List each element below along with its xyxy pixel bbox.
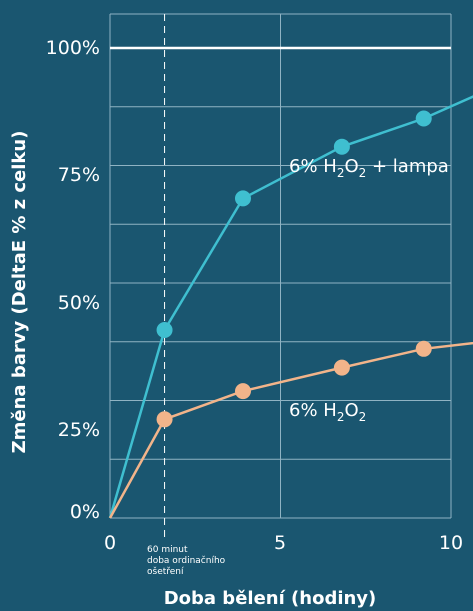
x-tick-labels: 0 5 10 <box>104 532 463 554</box>
series-group <box>108 95 473 519</box>
ref-label-line-1: 60 minut <box>147 545 188 555</box>
y-axis-title: Změna barvy (DeltaE % z celku) <box>9 131 30 454</box>
series-0-point-3 <box>333 138 350 155</box>
y-tick-25: 25% <box>58 419 100 441</box>
series-0-point-2 <box>234 190 251 207</box>
series-1-point-4 <box>415 340 432 357</box>
series-line-0 <box>108 95 473 519</box>
series-1-point-3 <box>333 359 350 376</box>
series-0-point-4 <box>415 110 432 127</box>
series-1-point-1 <box>156 411 173 428</box>
y-tick-100: 100% <box>46 37 100 59</box>
series-label-h2o2: 6% H2O2 <box>289 400 366 424</box>
x-tick-0: 0 <box>104 532 116 554</box>
grid <box>109 13 452 519</box>
y-tick-50: 50% <box>58 292 100 314</box>
series-line-1 <box>108 341 473 519</box>
x-tick-5: 5 <box>274 532 286 554</box>
series-1-point-2 <box>234 383 251 400</box>
series-0-point-1 <box>156 322 173 338</box>
ref-label-line-3: ošetření <box>147 566 184 577</box>
y-tick-75: 75% <box>58 164 100 186</box>
x-axis-title: Doba bělení (hodiny) <box>164 588 377 609</box>
reference-line-label: 60 minut doba ordinačního ošetření <box>147 545 226 577</box>
ref-label-line-2: doba ordinačního <box>147 555 226 566</box>
x-tick-10: 10 <box>439 532 463 554</box>
series-label-h2o2-lamp: 6% H2O2 + lampa <box>289 156 449 180</box>
y-tick-labels: 100% 75% 50% 25% 0% <box>46 37 100 523</box>
y-tick-0: 0% <box>70 501 100 523</box>
